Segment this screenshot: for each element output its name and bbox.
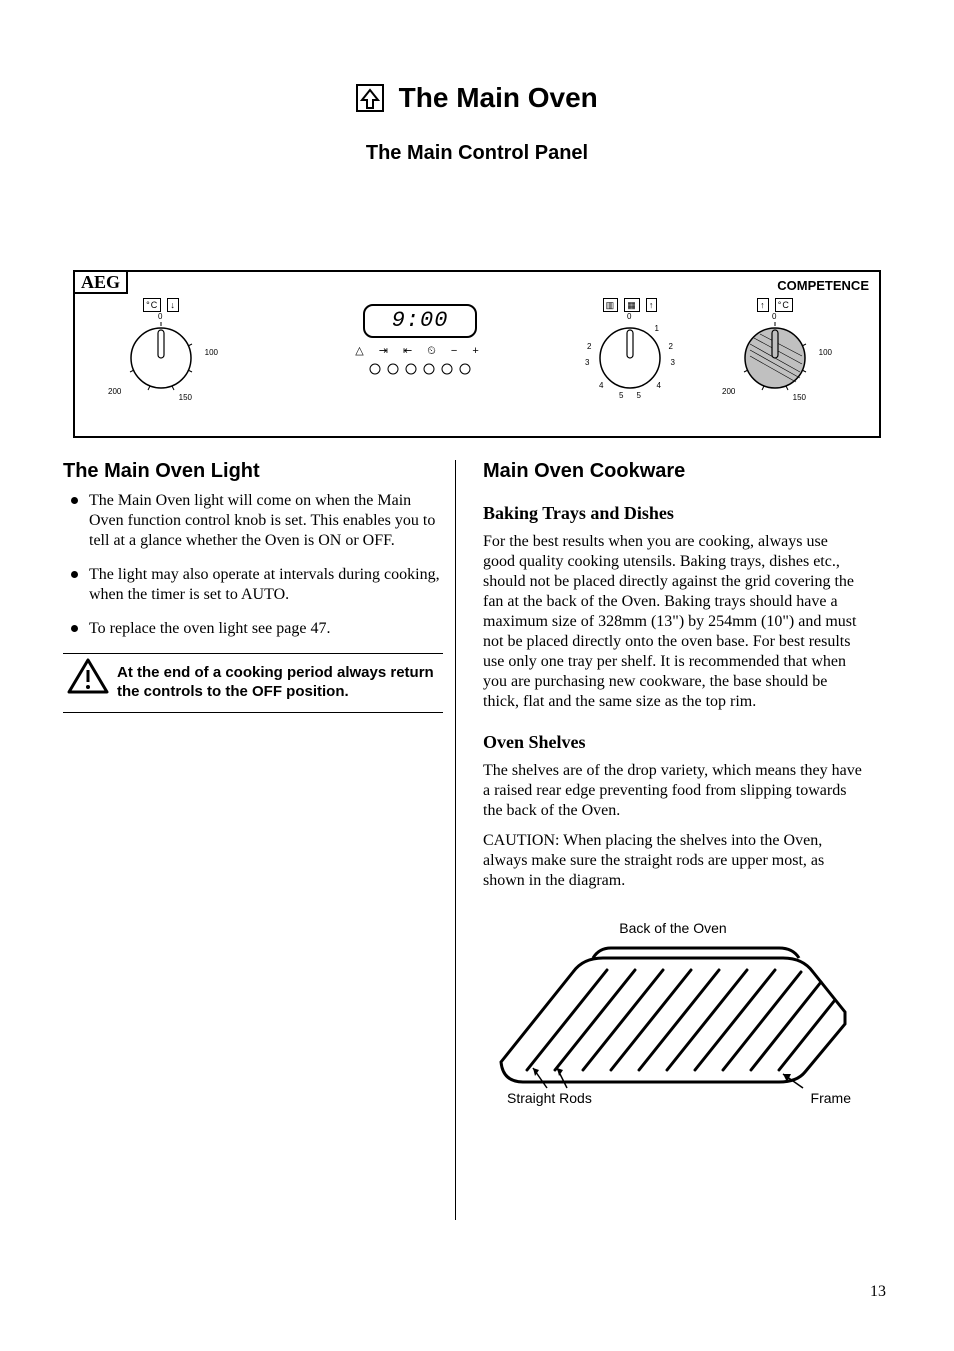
list-item: To replace the oven light see page 47. <box>63 619 443 639</box>
right-dial: 0 100 150 200 <box>736 314 814 392</box>
left-dial-icons: °C ↓ <box>101 298 221 312</box>
bullet-list: The Main Oven light will come on when th… <box>63 491 443 639</box>
diagram-left-label: Straight Rods <box>507 1090 592 1106</box>
left-dial-group: °C ↓ 0 100 150 200 <box>101 298 221 392</box>
page-number: 13 <box>870 1283 886 1301</box>
f-4l: 4 <box>599 381 603 390</box>
f-3l: 3 <box>585 358 589 367</box>
f-5l: 5 <box>619 391 623 400</box>
rtick-100: 100 <box>819 348 832 357</box>
right-dial-group: ↑ °C 0 <box>715 298 835 392</box>
lcd-display: 9:00 <box>363 304 477 338</box>
f-0: 0 <box>627 312 631 321</box>
page-title: The Main Oven <box>399 82 598 114</box>
warning-icon <box>67 658 109 694</box>
timer-display-group: 9:00 △ ⇥ ⇤ ⏲ − + <box>350 304 490 381</box>
brand-label: AEG <box>75 272 128 294</box>
function-dial: 0 1 2 3 4 5 5 4 3 2 <box>591 314 669 392</box>
page-header: The Main Oven The Main Control Panel <box>0 82 954 165</box>
f-2r: 2 <box>669 342 673 351</box>
subheading-baking: Baking Trays and Dishes <box>483 503 863 524</box>
right-dial-icons: ↑ °C <box>715 298 835 312</box>
shelf-svg <box>483 942 863 1092</box>
f-4r: 4 <box>657 381 661 390</box>
right-column: Main Oven Cookware Baking Trays and Dish… <box>483 460 863 891</box>
content-columns: The Main Oven Light The Main Oven light … <box>63 460 891 1240</box>
tick-0: 0 <box>158 312 162 321</box>
right-heading: Main Oven Cookware <box>483 460 863 483</box>
model-label: COMPETENCE <box>777 278 869 293</box>
f-5r: 5 <box>637 391 641 400</box>
column-divider <box>455 460 456 1220</box>
up-icon: ↑ <box>757 298 769 312</box>
paragraph: For the best results when you are cookin… <box>483 532 863 712</box>
control-panel-diagram: AEG COMPETENCE °C ↓ 0 100 150 <box>73 270 881 438</box>
function-dial-group: ▥ ▦ ↑ 0 1 2 3 4 5 5 4 3 2 <box>573 298 687 392</box>
paragraph: The shelves are of the drop variety, whi… <box>483 761 863 821</box>
warning-box: At the end of a cooking period always re… <box>63 653 443 713</box>
tick-150: 150 <box>179 393 192 402</box>
rtick-0: 0 <box>772 312 776 321</box>
shelf-diagram: Back of the Oven <box>483 920 863 1106</box>
left-heading: The Main Oven Light <box>63 460 443 483</box>
subheading-shelves: Oven Shelves <box>483 732 863 753</box>
warning-text: At the end of a cooking period always re… <box>117 664 443 702</box>
up-arrow-icon <box>356 84 384 112</box>
rtick-200: 200 <box>722 387 735 396</box>
tick-100: 100 <box>205 348 218 357</box>
up-icon: ↑ <box>646 298 658 312</box>
tick-200: 200 <box>108 387 121 396</box>
timer-button-row <box>350 362 490 381</box>
f-3r: 3 <box>671 358 675 367</box>
temp-icon: °C <box>143 298 161 312</box>
diagram-bottom-labels: Straight Rods Frame <box>483 1090 863 1106</box>
rtick-150: 150 <box>793 393 806 402</box>
page-subtitle: The Main Control Panel <box>0 142 954 165</box>
caution-paragraph: CAUTION: When placing the shelves into t… <box>483 831 863 891</box>
grill-icon: ▥ <box>603 298 619 312</box>
list-item: The Main Oven light will come on when th… <box>63 491 443 551</box>
diagram-right-label: Frame <box>811 1090 851 1106</box>
temp-icon: °C <box>775 298 793 312</box>
list-item: The light may also operate at intervals … <box>63 565 443 605</box>
left-dial: 0 100 150 200 <box>122 314 200 392</box>
function-dial-icons: ▥ ▦ ↑ <box>573 298 687 312</box>
down-icon: ↓ <box>167 298 179 312</box>
f-2l: 2 <box>587 342 591 351</box>
fan-bake-icon: ▦ <box>624 298 640 312</box>
f-1: 1 <box>655 324 659 333</box>
timer-button-symbols: △ ⇥ ⇤ ⏲ − + <box>350 344 490 358</box>
diagram-top-label: Back of the Oven <box>483 920 863 936</box>
left-column: The Main Oven Light The Main Oven light … <box>63 460 443 713</box>
